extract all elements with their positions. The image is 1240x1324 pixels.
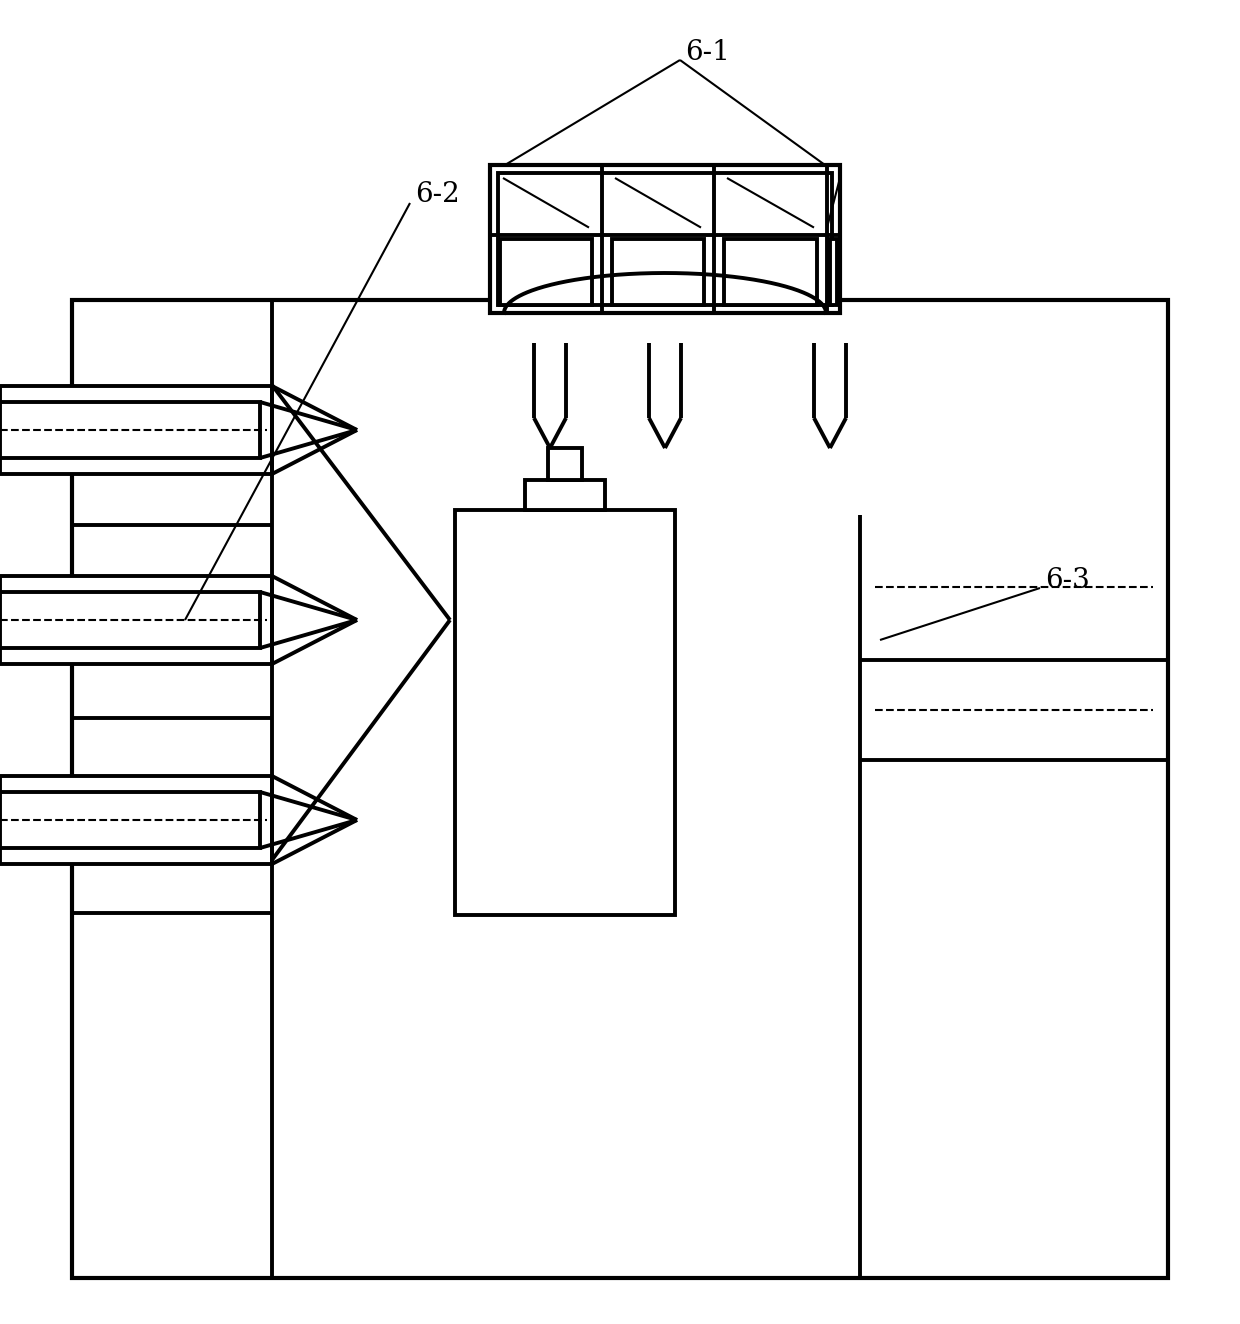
Bar <box>500 238 591 305</box>
Bar <box>498 173 832 305</box>
Bar <box>455 510 675 915</box>
Bar <box>525 481 605 510</box>
Bar <box>548 448 582 481</box>
Text: 6-2: 6-2 <box>415 181 460 208</box>
Bar <box>0 792 260 847</box>
Text: 6-3: 6-3 <box>1045 567 1090 593</box>
Bar <box>72 301 1168 1278</box>
Bar <box>724 238 817 305</box>
Bar <box>0 576 272 665</box>
Bar <box>0 592 260 647</box>
Bar <box>0 776 272 865</box>
Bar <box>613 238 704 305</box>
Bar <box>490 166 839 312</box>
Bar <box>0 402 260 458</box>
Bar <box>0 387 272 474</box>
Bar <box>830 238 837 305</box>
Text: 6-1: 6-1 <box>684 38 730 65</box>
